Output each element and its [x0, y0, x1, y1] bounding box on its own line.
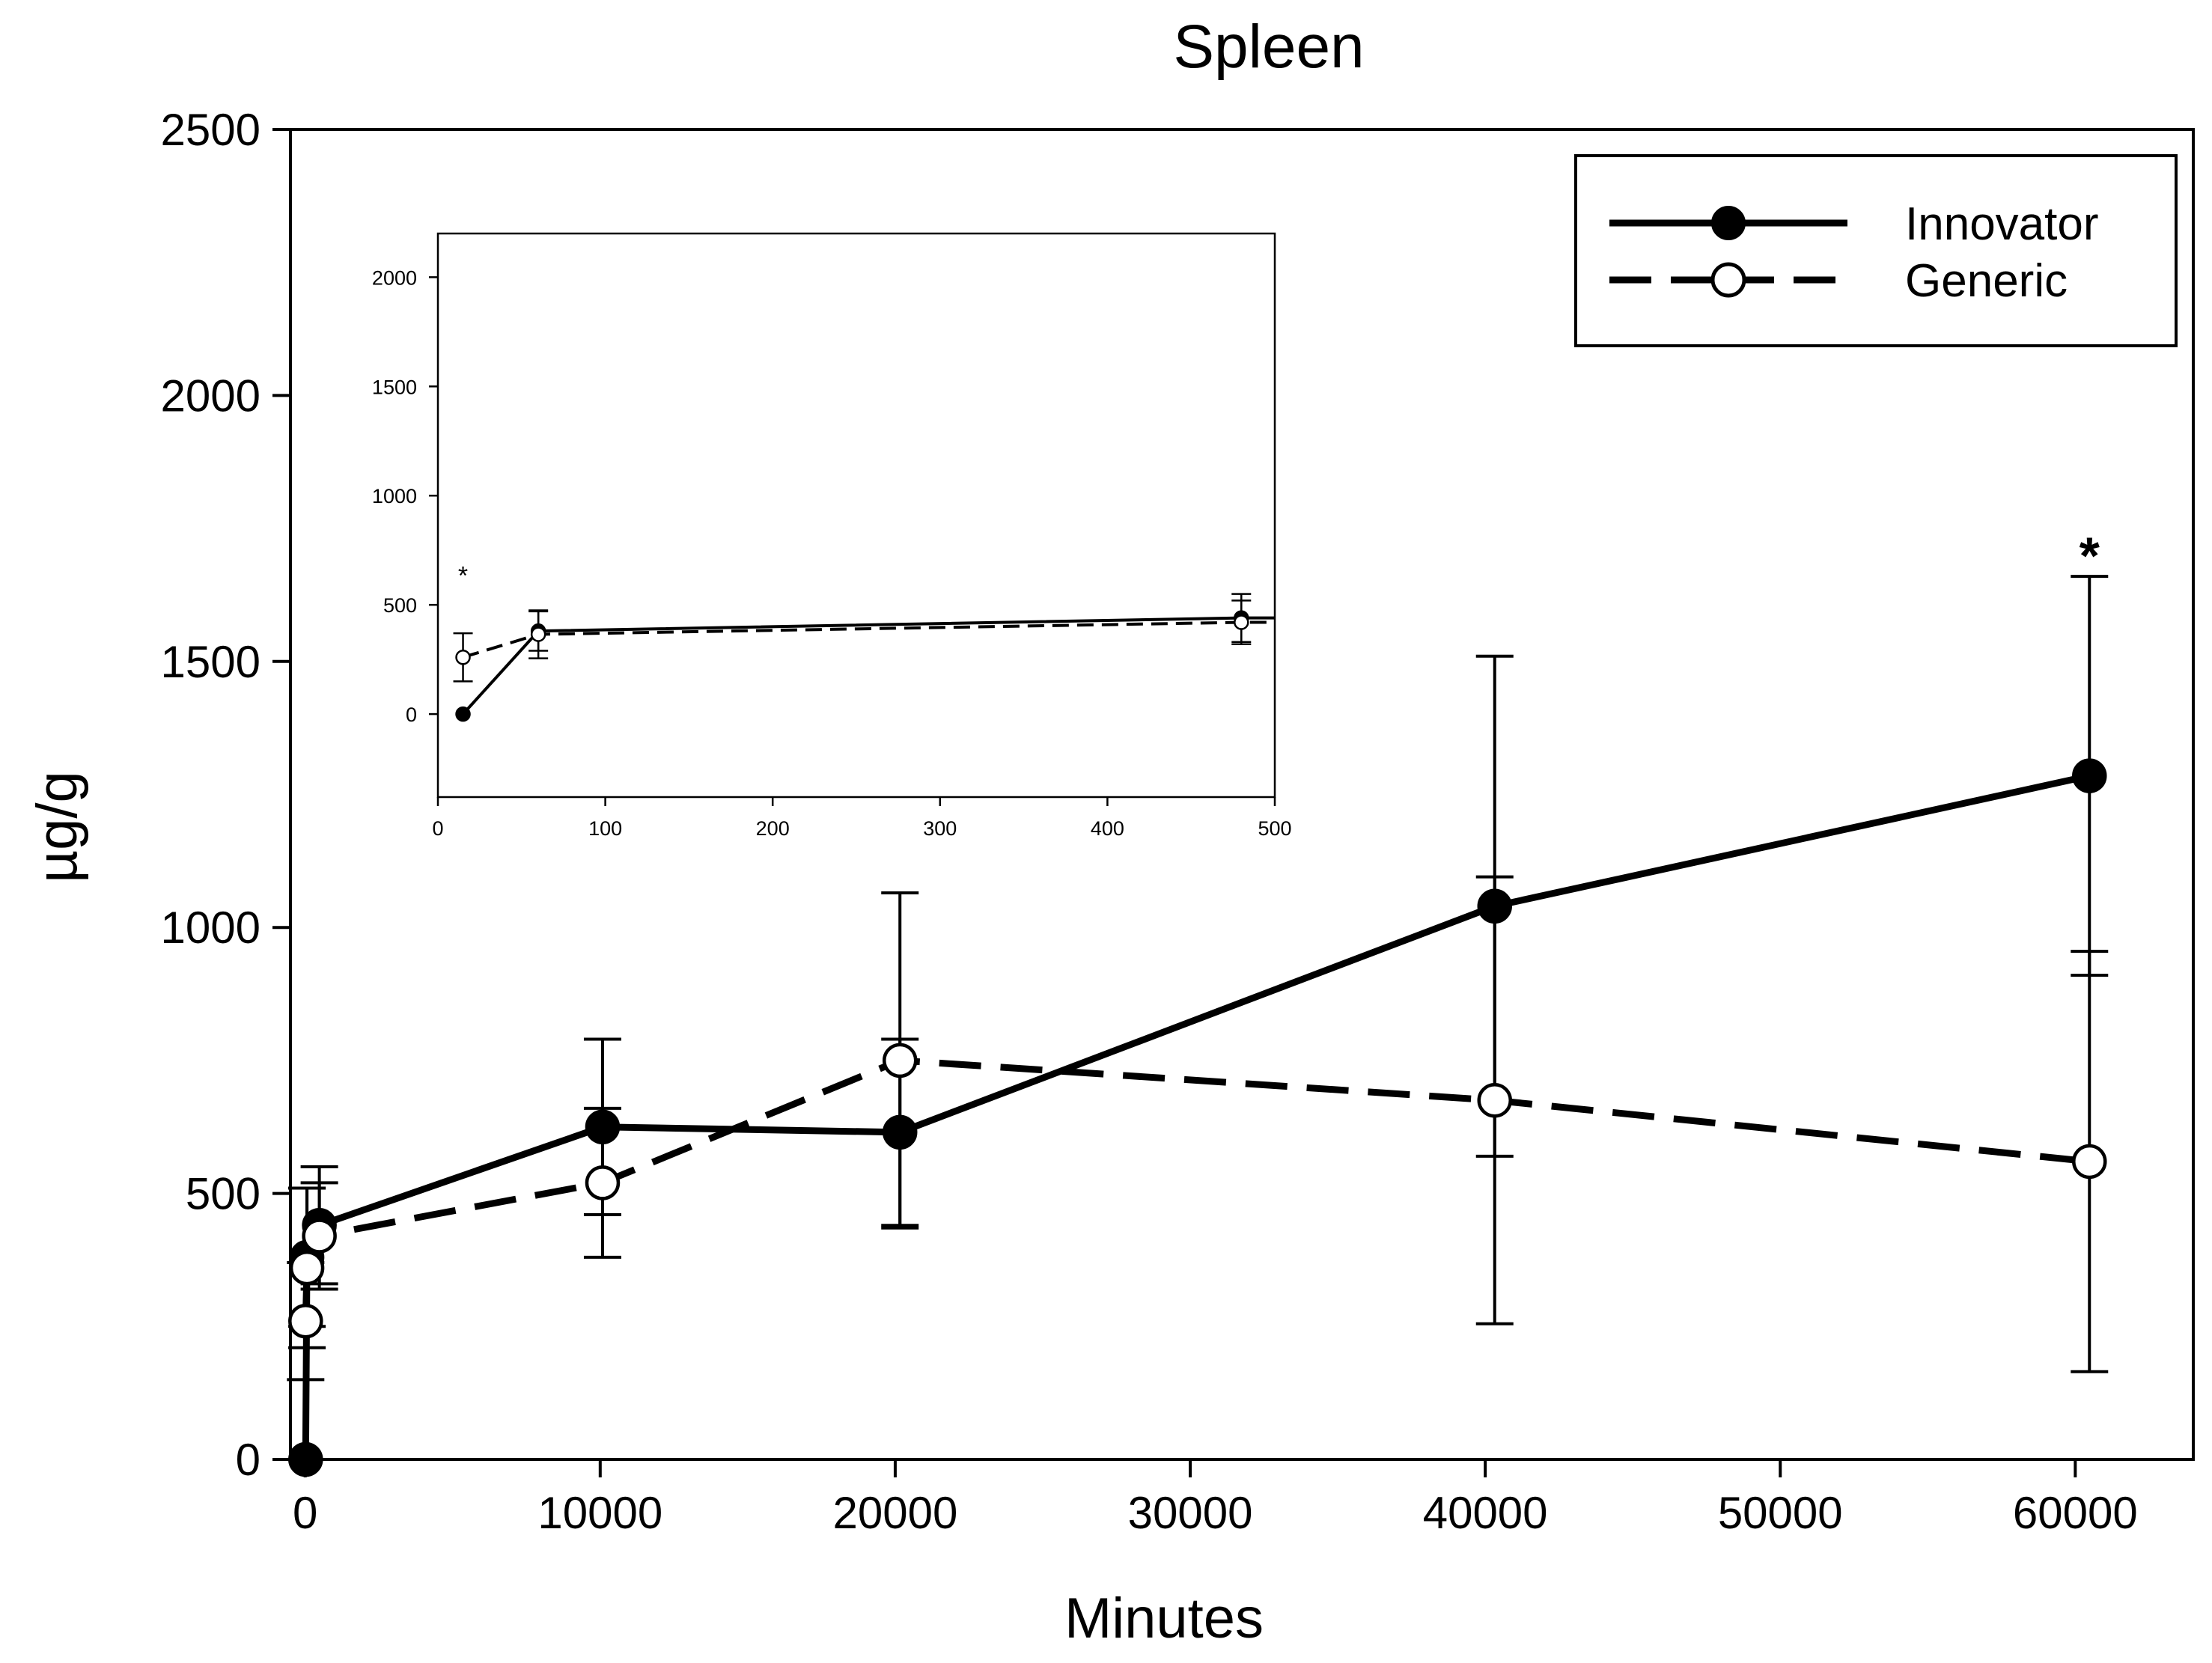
- main-x-tick-label: 20000: [832, 1488, 957, 1538]
- inset-x-tick-label: 0: [432, 817, 443, 840]
- legend-innovator-label: Innovator: [1905, 198, 2099, 250]
- inset-generic-point: [530, 626, 546, 642]
- main-y-tick-label: 500: [186, 1169, 260, 1219]
- main-innovator-line: [302, 772, 2091, 1460]
- main-significance-star: *: [2080, 527, 2100, 585]
- inset-x-tick-label: 500: [1258, 817, 1291, 840]
- x-axis-label: Minutes: [1064, 1587, 1264, 1650]
- main-x-tick-label: 0: [293, 1488, 317, 1538]
- main-innovator-point: [585, 1109, 621, 1144]
- legend-generic-marker: [1710, 262, 1746, 298]
- main-innovator-point: [288, 1441, 323, 1477]
- legend-generic-label: Generic: [1905, 255, 2068, 307]
- main-generic-point: [882, 1043, 918, 1078]
- inset-data: [453, 593, 1275, 722]
- main-innovator-point: [2072, 758, 2107, 793]
- y-axis-label: µg/g: [25, 771, 89, 882]
- inset-significance-star: *: [458, 561, 468, 590]
- inset-y-tick-label: 0: [406, 704, 417, 726]
- main-x-tick-label: 30000: [1128, 1488, 1253, 1538]
- legend-box: [1574, 154, 2178, 347]
- main-generic-line: [302, 1057, 2090, 1322]
- main-y-tick-label: 1500: [161, 637, 260, 687]
- inset-y-tick-label: 2000: [372, 266, 417, 289]
- main-x-tick-label: 60000: [2013, 1488, 2138, 1538]
- inset-generic-line: [462, 620, 1275, 659]
- main-data: [287, 575, 2109, 1477]
- chart-title: Spleen: [1173, 13, 1364, 81]
- inset-y-tick-label: 1500: [372, 376, 417, 398]
- main-x-tick-label: 50000: [1718, 1488, 1843, 1538]
- inset-generic-point: [455, 649, 471, 665]
- main-innovator-point: [1477, 888, 1513, 924]
- inset-innovator-point: [455, 706, 471, 722]
- inset-y-tick-label: 1000: [372, 485, 417, 507]
- inset-x-tick-label: 300: [923, 817, 957, 840]
- main-generic-point: [2072, 1144, 2107, 1180]
- main-frame: [289, 128, 2195, 1461]
- plot-area: 0 10000 20000 30000 40000 50000 60000050010001…: [161, 105, 2195, 1538]
- main-generic-point: [288, 1303, 323, 1339]
- main-x-tick-label: 10000: [537, 1488, 662, 1538]
- inset-plot: 0 100 200 300 400 500 0 500 1000 1500 2000 *: [372, 232, 1292, 840]
- legend: Innovator Generic: [1574, 154, 2178, 347]
- inset-innovator-line: [462, 616, 1275, 715]
- main-y-tick-label: 2000: [161, 370, 260, 421]
- main-generic-point: [289, 1250, 325, 1286]
- main-generic-point: [585, 1165, 621, 1200]
- main-y-tick-label: 2500: [161, 105, 260, 155]
- inset-generic-point: [1234, 614, 1249, 630]
- legend-innovator-marker: [1711, 206, 1746, 240]
- main-generic-point: [1477, 1082, 1513, 1118]
- inset-y-tick-label: 500: [383, 594, 417, 617]
- inset-x-tick-label: 400: [1091, 817, 1124, 840]
- main-y-tick-label: 1000: [161, 903, 260, 953]
- inset-frame: [436, 232, 1276, 799]
- inset-x-tick-label: 200: [756, 817, 790, 840]
- main-innovator-point: [882, 1114, 918, 1150]
- main-generic-point: [302, 1218, 337, 1254]
- main-y-tick-label: 0: [236, 1435, 260, 1485]
- inset-x-tick-label: 100: [588, 817, 622, 840]
- main-x-tick-label: 40000: [1423, 1488, 1548, 1538]
